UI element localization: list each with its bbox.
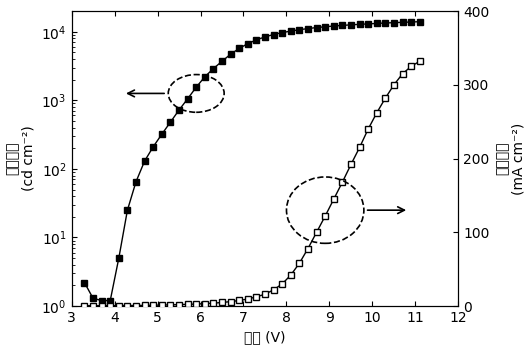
Y-axis label: 发光强度
(cd cm⁻²): 发光强度 (cd cm⁻²)	[5, 126, 36, 191]
Y-axis label: 电流密度
(mA cm⁻²): 电流密度 (mA cm⁻²)	[495, 122, 526, 195]
X-axis label: 电压 (V): 电压 (V)	[244, 330, 286, 344]
